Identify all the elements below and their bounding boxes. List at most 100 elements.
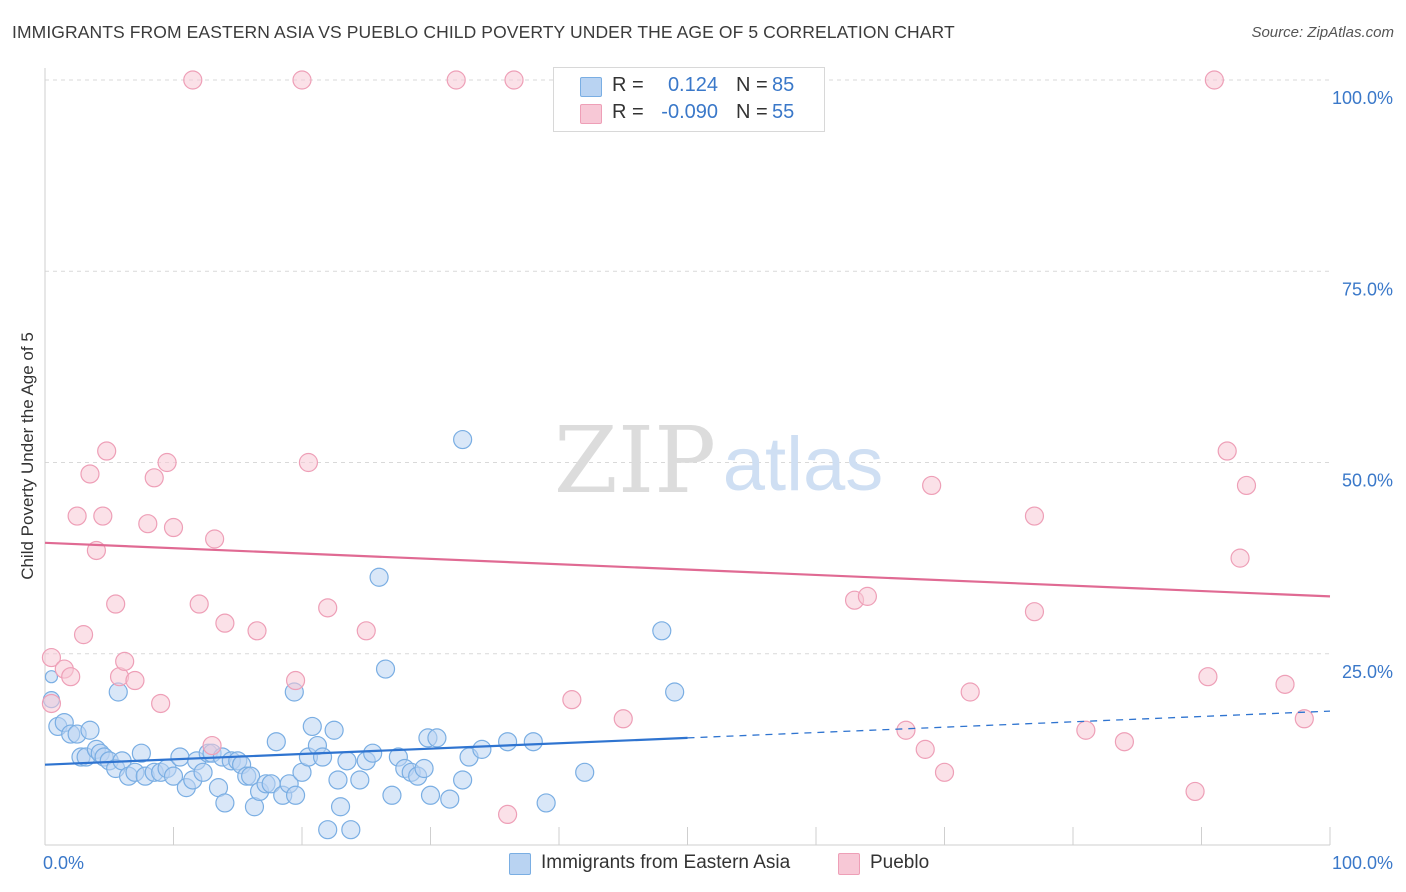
point-series-2-27 (298, 452, 319, 473)
legend-n-value: 85 (772, 74, 795, 96)
correlation-legend: R = 0.124 N = 85 R = -0.090 N = 55 (553, 67, 825, 132)
point-series-2-1 (41, 693, 62, 714)
trend-lines (44, 541, 1331, 766)
point-series-2-43 (1024, 602, 1045, 622)
point-series-1-23 (163, 766, 184, 786)
source-label: Source: ZipAtlas.com (1251, 24, 1394, 41)
point-series-2-24 (247, 621, 267, 641)
point-series-1-24 (170, 747, 190, 767)
point-series-2-0 (41, 647, 62, 668)
point-series-1-61 (363, 743, 383, 763)
point-series-2-39 (922, 475, 942, 496)
point-series-1-1 (44, 670, 59, 684)
point-series-2-42 (1024, 506, 1045, 526)
point-series-2-20 (189, 594, 209, 614)
point-series-2-13 (125, 670, 145, 691)
point-series-2-37 (896, 720, 916, 740)
point-series-2-46 (1185, 781, 1205, 802)
point-series-1-73 (440, 789, 460, 809)
point-series-2-28 (318, 598, 338, 618)
point-series-1-82 (652, 621, 672, 641)
legend-n-label: N = (736, 101, 768, 123)
point-series-2-22 (205, 529, 225, 549)
legend-r-value: 0.124 (667, 74, 718, 96)
point-series-1-79 (523, 732, 543, 752)
point-series-2-17 (157, 452, 177, 473)
point-series-2-32 (498, 804, 518, 825)
point-series-1-46 (285, 785, 306, 805)
point-series-2-19 (183, 70, 203, 90)
point-series-1-6 (80, 720, 100, 740)
y-tick-label-2: 75.0% (1342, 279, 1393, 299)
point-series-2-4 (67, 506, 87, 526)
legend-label-immigrants-eastern-asia: Immigrants from Eastern Asia (541, 852, 791, 873)
point-series-1-64 (382, 785, 402, 805)
point-series-2-44 (1076, 720, 1096, 740)
point-series-1-18 (131, 743, 151, 763)
point-series-2-45 (1114, 732, 1135, 752)
point-series-2-52 (1275, 674, 1295, 694)
point-series-2-15 (144, 468, 164, 488)
point-series-1-33 (215, 793, 235, 813)
point-series-2-31 (504, 70, 524, 90)
point-series-1-28 (193, 762, 213, 782)
point-series-1-71 (420, 785, 441, 805)
point-series-1-52 (312, 747, 333, 767)
point-series-2-47 (1198, 667, 1218, 687)
trend-line-series-1-extension (687, 710, 1331, 739)
x-tick-label-0: 0.0% (43, 853, 84, 873)
point-series-2-41 (960, 682, 980, 702)
trend-line-series-1 (44, 736, 688, 766)
point-series-2-38 (915, 739, 935, 759)
point-series-2-16 (151, 693, 171, 714)
tick-labels: 25.0% 50.0% 75.0% 100.0% 0.0% 100.0% (43, 88, 1393, 873)
point-series-2-29 (356, 621, 376, 641)
point-series-1-54 (324, 720, 344, 740)
watermark: ZIP atlas (554, 407, 883, 514)
y-tick-label-1: 50.0% (1342, 471, 1393, 491)
chart-title: IMMIGRANTS FROM EASTERN ASIA VS PUEBLO C… (12, 22, 955, 42)
legend-n-label: N = (736, 74, 768, 96)
point-series-1-57 (337, 751, 357, 771)
point-series-1-74 (453, 770, 473, 790)
point-series-2-53 (1294, 709, 1314, 729)
point-series-2-14 (138, 514, 158, 534)
point-series-1-80 (536, 793, 556, 813)
point-series-1-53 (318, 820, 338, 840)
point-series-2-10 (106, 594, 126, 614)
point-series-2-51 (1236, 475, 1257, 496)
legend-r-value: -0.090 (661, 101, 718, 123)
point-series-2-9 (97, 441, 117, 461)
point-series-1-63 (375, 659, 396, 679)
point-series-1-50 (302, 716, 322, 737)
point-series-2-18 (163, 517, 184, 538)
point-series-1-38 (241, 766, 261, 786)
point-series-2-40 (934, 762, 955, 782)
point-series-1-58 (341, 820, 361, 840)
legend-r-label: R = (612, 74, 644, 96)
point-series-2-49 (1217, 441, 1237, 461)
point-series-2-26 (292, 70, 312, 90)
point-series-2-5 (73, 625, 94, 645)
legend-swatch-pueblo (838, 853, 860, 875)
point-series-2-50 (1230, 548, 1250, 568)
watermark-zip: ZIP (554, 407, 716, 514)
watermark-atlas: atlas (723, 422, 884, 507)
point-series-1-76 (453, 429, 473, 450)
point-series-2-6 (80, 464, 100, 484)
point-series-1-56 (330, 797, 351, 817)
point-series-2-36 (857, 586, 878, 606)
point-series-2-34 (613, 709, 633, 729)
point-series-2-3 (61, 667, 81, 687)
legend-swatch-series-2 (580, 104, 602, 124)
point-series-1-78 (498, 732, 518, 752)
point-series-1-59 (350, 770, 370, 790)
legend-swatch-series-1 (580, 77, 602, 97)
point-series-1-81 (575, 762, 595, 782)
point-series-1-69 (414, 758, 434, 779)
point-series-2-48 (1204, 70, 1224, 90)
point-series-1-72 (427, 728, 447, 748)
axes (44, 68, 1331, 846)
legend-label-pueblo: Pueblo (870, 852, 930, 873)
